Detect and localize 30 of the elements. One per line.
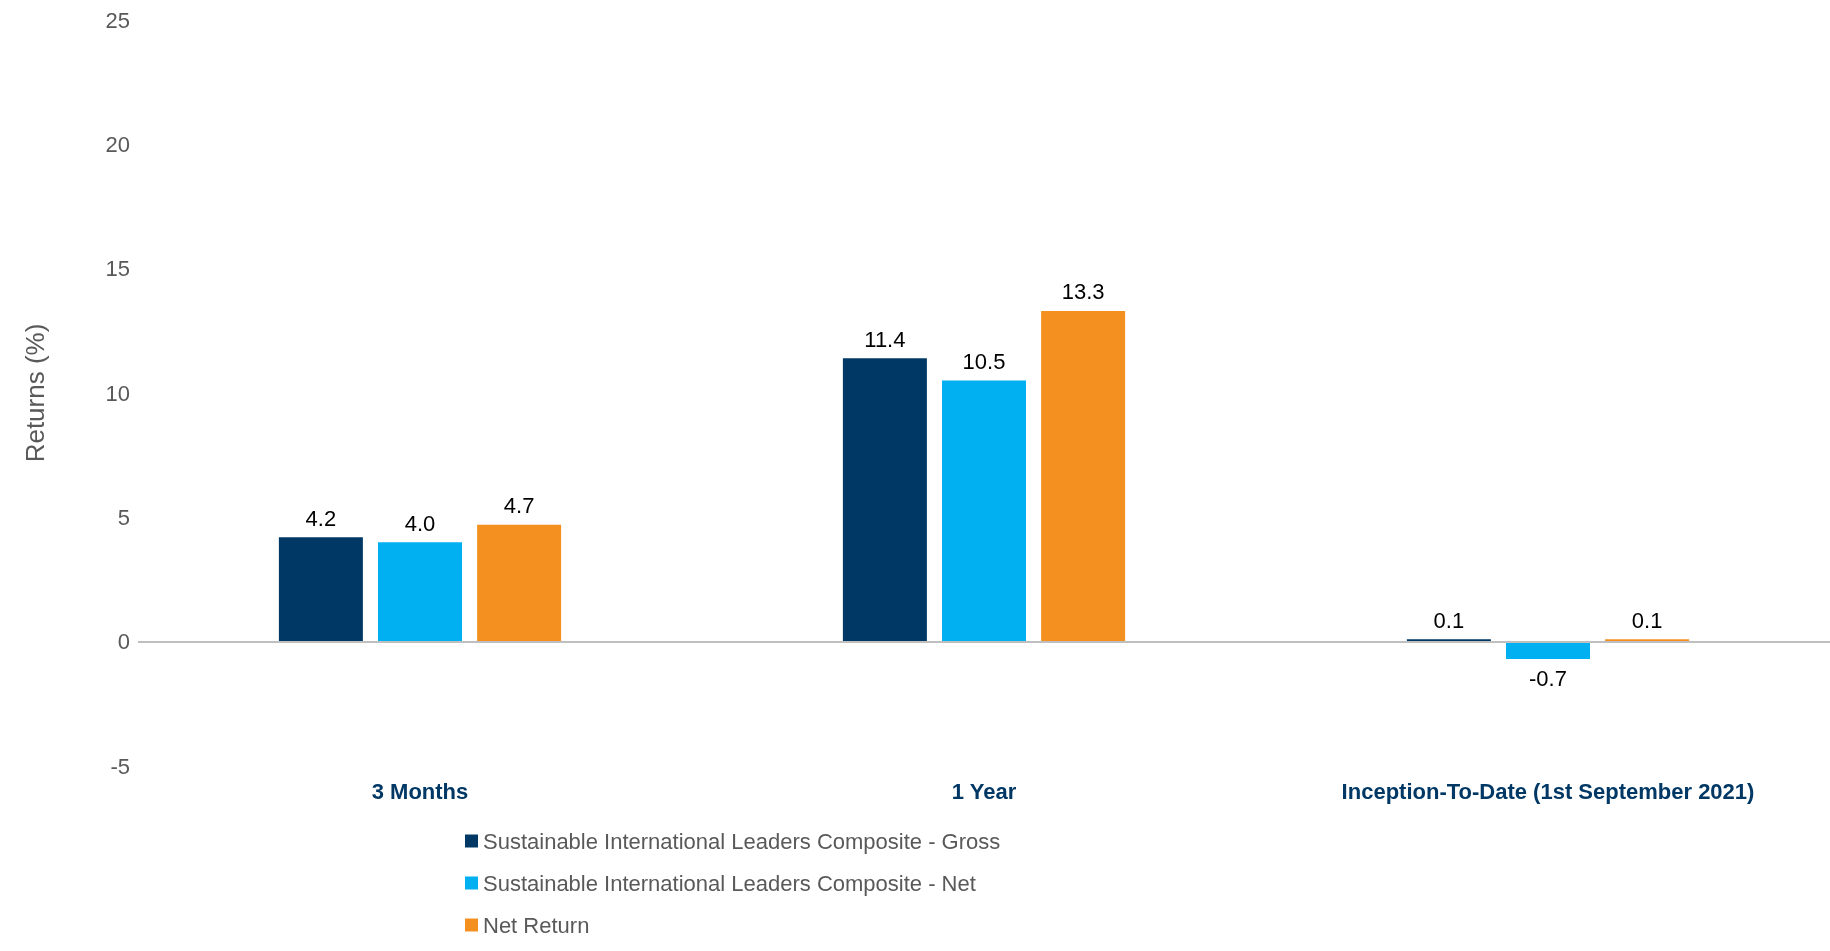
bar	[1506, 641, 1590, 660]
data-label: 10.5	[962, 349, 1006, 375]
y-tick-label: 10	[105, 380, 130, 406]
x-tick-label: Inception-To-Date (1st September 2021)	[1341, 778, 1755, 804]
data-label: 13.3	[1061, 279, 1105, 305]
bar	[842, 358, 927, 642]
y-tick-label: 15	[105, 256, 130, 282]
data-label: 0.1	[1433, 607, 1465, 633]
bar	[278, 537, 363, 642]
x-tick-label: 3 Months	[371, 778, 469, 804]
y-tick-label: 20	[105, 131, 130, 157]
data-label: 4.0	[404, 510, 436, 536]
data-label: -0.7	[1529, 665, 1567, 691]
y-tick-label: 25	[105, 7, 130, 33]
x-tick-label: 1 Year	[951, 778, 1017, 804]
y-axis-title: Returns (%)	[20, 323, 50, 463]
y-tick-label: 0	[117, 629, 130, 655]
bar	[378, 542, 462, 642]
bar	[477, 524, 562, 642]
legend-label: Sustainable International Leaders Composite - Gross	[483, 828, 1001, 854]
y-tick-label: -5	[110, 753, 130, 779]
legend-label: Net Return	[483, 912, 590, 938]
y-tick-label: 5	[117, 504, 130, 530]
legend-label: Sustainable International Leaders Composite - Net	[483, 870, 976, 896]
data-label: 11.4	[864, 326, 906, 352]
bar	[942, 380, 1026, 642]
bar	[1041, 310, 1126, 642]
data-label: 4.2	[305, 505, 337, 531]
data-label: 0.1	[1631, 607, 1663, 633]
data-label: 4.7	[503, 493, 535, 519]
